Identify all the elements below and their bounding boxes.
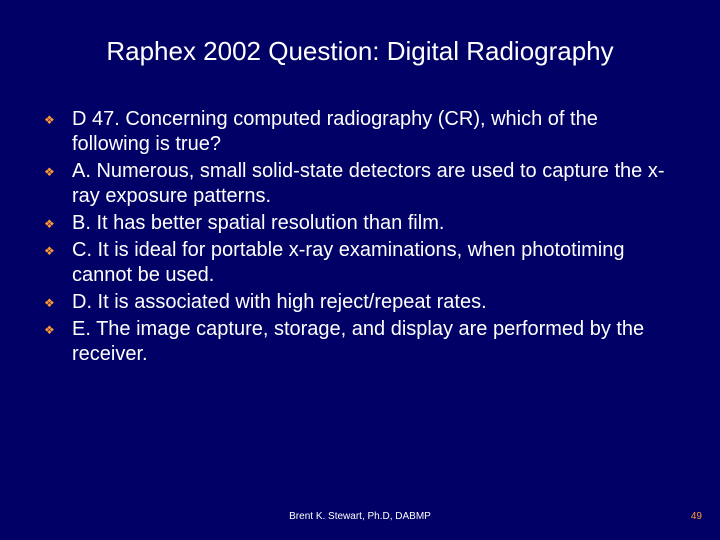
- slide-footer: Brent K. Stewart, Ph.D, DABMP: [0, 511, 720, 522]
- list-item-text: C. It is ideal for portable x-ray examin…: [72, 238, 680, 288]
- diamond-bullet-icon: ❖: [44, 317, 72, 338]
- diamond-bullet-icon: ❖: [44, 159, 72, 180]
- slide-body: ❖ D 47. Concerning computed radiography …: [0, 67, 720, 367]
- diamond-bullet-icon: ❖: [44, 290, 72, 311]
- list-item-text: E. The image capture, storage, and displ…: [72, 317, 680, 367]
- list-item: ❖ D. It is associated with high reject/r…: [44, 290, 680, 315]
- page-number: 49: [691, 511, 702, 522]
- list-item: ❖ C. It is ideal for portable x-ray exam…: [44, 238, 680, 288]
- list-item: ❖ A. Numerous, small solid-state detecto…: [44, 159, 680, 209]
- list-item-text: D 47. Concerning computed radiography (C…: [72, 107, 680, 157]
- list-item-text: D. It is associated with high reject/rep…: [72, 290, 680, 315]
- slide: Raphex 2002 Question: Digital Radiograph…: [0, 0, 720, 540]
- list-item-text: B. It has better spatial resolution than…: [72, 211, 680, 236]
- diamond-bullet-icon: ❖: [44, 107, 72, 128]
- list-item-text: A. Numerous, small solid-state detectors…: [72, 159, 680, 209]
- list-item: ❖ B. It has better spatial resolution th…: [44, 211, 680, 236]
- slide-title: Raphex 2002 Question: Digital Radiograph…: [0, 0, 720, 67]
- list-item: ❖ D 47. Concerning computed radiography …: [44, 107, 680, 157]
- list-item: ❖ E. The image capture, storage, and dis…: [44, 317, 680, 367]
- diamond-bullet-icon: ❖: [44, 211, 72, 232]
- diamond-bullet-icon: ❖: [44, 238, 72, 259]
